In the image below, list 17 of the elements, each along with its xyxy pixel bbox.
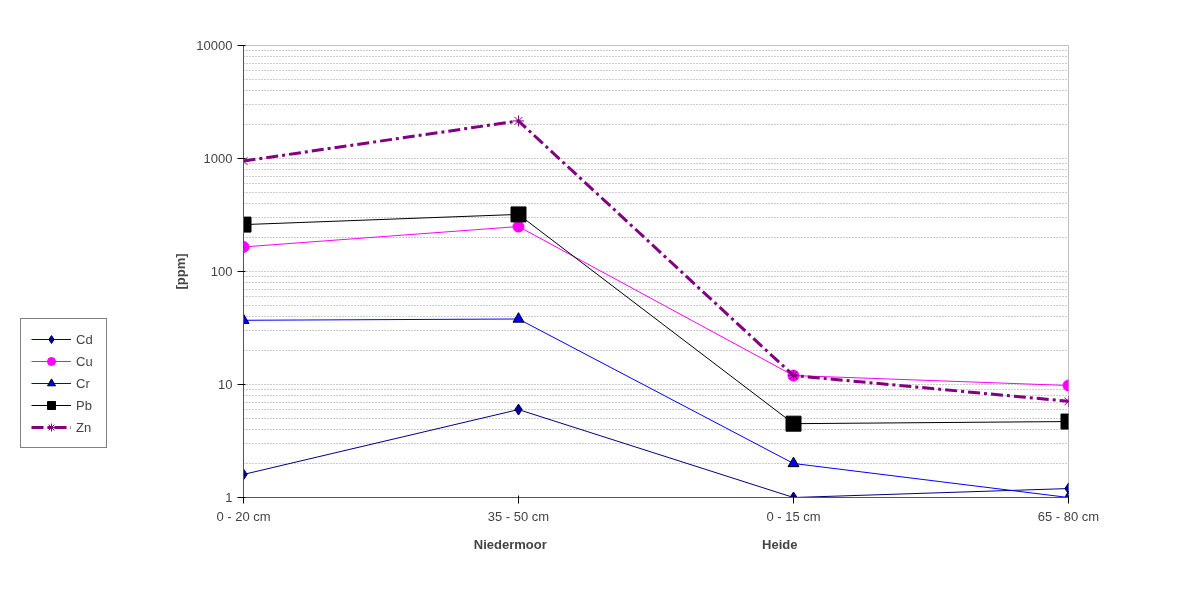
y-tick-label: 10000 (196, 38, 233, 53)
legend-label: Cu (76, 353, 94, 369)
y-tick-label: 10 (218, 377, 233, 392)
text: Niedermoor (473, 536, 547, 552)
y-tick-label: 1000 (203, 151, 233, 166)
y-axis-title: [ppm] (173, 253, 189, 290)
text: Heide (762, 536, 798, 552)
y-tick-label: 1 (225, 490, 233, 505)
x-tick-label: 0 - 15 cm (766, 508, 821, 524)
legend-label: Zn (76, 419, 93, 435)
x-tick-label: 35 - 50 cm (487, 508, 550, 524)
y-tick-label: 100 (210, 264, 233, 279)
x-tick-label: 0 - 20 cm (216, 508, 271, 524)
legend-label: Pb (76, 397, 93, 413)
x-tick-label: 65 - 80 cm (1037, 508, 1100, 524)
legend-label: Cd (76, 331, 94, 347)
legend-label: Cr (76, 375, 91, 391)
